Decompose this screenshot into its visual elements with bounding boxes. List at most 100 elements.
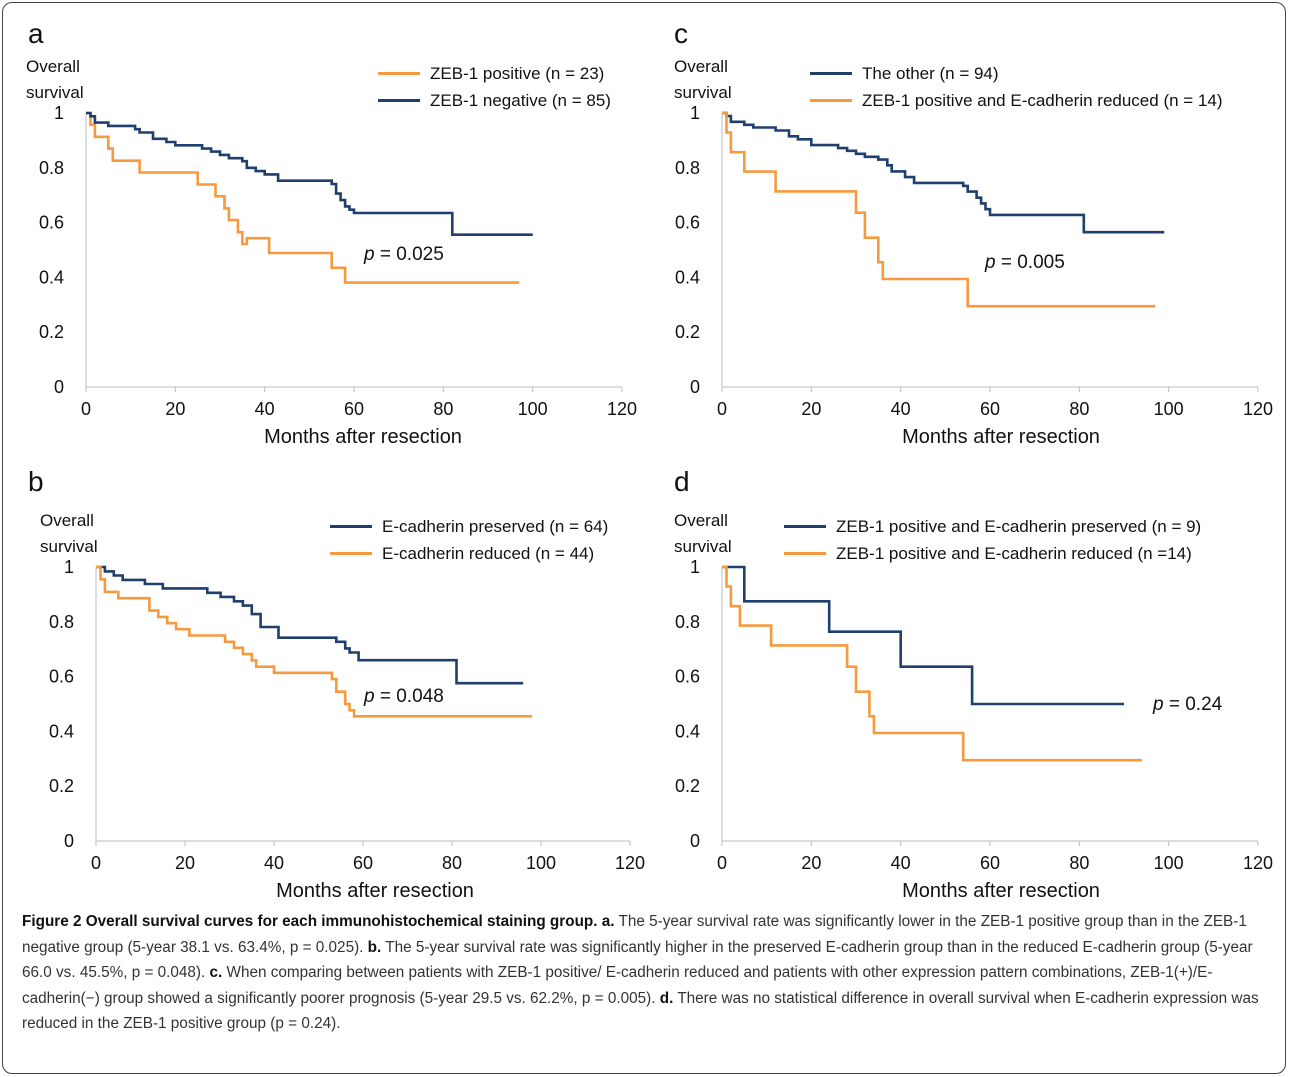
y-axis-label: Overall survival bbox=[674, 508, 732, 560]
survival-curve bbox=[96, 565, 524, 685]
x-tick-label: 120 bbox=[615, 853, 645, 873]
legend-swatch bbox=[810, 72, 852, 75]
x-axis-label: Months after resection bbox=[902, 426, 1100, 448]
p-value: = 0.025 bbox=[374, 244, 444, 265]
y-tick-label: 0.6 bbox=[39, 213, 64, 233]
y-tick-label: 0.8 bbox=[39, 158, 64, 178]
legend: ZEB-1 positive and E-cadherin preserved … bbox=[784, 513, 1201, 567]
panel-c: c Overall survival The other (n = 94) ZE… bbox=[648, 0, 1288, 450]
x-tick-label: 20 bbox=[165, 399, 185, 419]
x-tick-label: 80 bbox=[1069, 399, 1089, 419]
y-axis-label-line2: survival bbox=[674, 83, 732, 102]
x-tick-label: 120 bbox=[1243, 853, 1273, 873]
figure-caption: Figure 2 Overall survival curves for eac… bbox=[22, 909, 1272, 1037]
x-tick-label: 0 bbox=[717, 399, 727, 419]
survival-curve bbox=[86, 111, 533, 236]
x-tick-label: 0 bbox=[91, 853, 101, 873]
y-tick-label: 0.2 bbox=[49, 776, 74, 796]
legend-swatch bbox=[330, 525, 372, 528]
plot-area: 0 20 40 60 80 100 120 0 0.2 0.4 0.6 0.8 1 bbox=[49, 557, 645, 873]
x-tick-label: 60 bbox=[344, 399, 364, 419]
caption-title: Figure 2 Overall survival curves for eac… bbox=[22, 913, 598, 930]
x-tick-label: 60 bbox=[980, 853, 1000, 873]
caption-b-label: b. bbox=[367, 938, 382, 956]
legend: ZEB-1 positive (n = 23) ZEB-1 negative (… bbox=[378, 60, 611, 114]
legend-label: E-cadherin preserved (n = 64) bbox=[382, 516, 609, 536]
x-tick-label: 120 bbox=[1243, 399, 1273, 419]
p-value-annotation: p = 0.025 bbox=[364, 244, 444, 266]
caption-a-label: a. bbox=[601, 913, 615, 930]
x-tick-label: 40 bbox=[255, 399, 275, 419]
x-tick-label: 60 bbox=[353, 853, 373, 873]
legend-swatch bbox=[784, 525, 826, 528]
plot-area: 0 20 40 60 80 100 120 0 0.2 0.4 0.6 0.8 1 bbox=[675, 557, 1273, 873]
y-tick-label: 0 bbox=[690, 377, 700, 397]
y-tick-label: 1 bbox=[64, 557, 74, 577]
y-axis-label-line2: survival bbox=[40, 537, 98, 556]
panel-letter: d bbox=[674, 466, 690, 497]
survival-curve bbox=[722, 111, 1165, 234]
y-axis-label-line1: Overall bbox=[674, 57, 728, 76]
panel-letter: a bbox=[28, 18, 44, 49]
y-tick-label: 0.2 bbox=[675, 776, 700, 796]
survival-curve bbox=[86, 111, 520, 284]
x-tick-label: 100 bbox=[526, 853, 556, 873]
legend-item: The other (n = 94) bbox=[810, 60, 1223, 87]
x-tick-label: 100 bbox=[518, 399, 548, 419]
y-axis-label-line2: survival bbox=[26, 83, 84, 102]
p-value-annotation: p = 0.24 bbox=[1153, 694, 1222, 716]
x-tick-label: 60 bbox=[980, 399, 1000, 419]
y-tick-label: 1 bbox=[690, 557, 700, 577]
legend-label: ZEB-1 positive (n = 23) bbox=[430, 63, 605, 83]
y-tick-label: 1 bbox=[690, 103, 700, 123]
caption-a-text: The 5-year survival rate was significant… bbox=[22, 913, 1247, 956]
y-axis-label-line1: Overall bbox=[674, 511, 728, 530]
y-tick-label: 0.4 bbox=[49, 721, 74, 741]
p-value: = 0.005 bbox=[995, 252, 1065, 273]
x-tick-label: 0 bbox=[717, 853, 727, 873]
caption-d-text: There was no statistical difference in o… bbox=[22, 989, 1259, 1033]
legend-swatch bbox=[378, 99, 420, 102]
plot-area: 0 20 40 60 80 100 120 0 0.2 0.4 0.6 0.8 1 bbox=[39, 103, 637, 419]
y-axis-label-line2: survival bbox=[674, 537, 732, 556]
legend-label: ZEB-1 positive and E-cadherin reduced (n… bbox=[836, 543, 1192, 563]
y-tick-label: 0 bbox=[690, 831, 700, 851]
legend: The other (n = 94) ZEB-1 positive and E-… bbox=[810, 60, 1223, 114]
y-tick-label: 0.2 bbox=[675, 322, 700, 342]
p-value: = 0.24 bbox=[1163, 694, 1223, 715]
legend-swatch bbox=[378, 72, 420, 75]
legend-item: ZEB-1 negative (n = 85) bbox=[378, 87, 611, 114]
panel-letter: c bbox=[674, 18, 688, 49]
p-symbol: p bbox=[985, 252, 996, 273]
y-tick-label: 0.8 bbox=[49, 612, 74, 632]
x-axis-label: Months after resection bbox=[276, 880, 474, 902]
p-symbol: p bbox=[364, 686, 375, 707]
x-tick-label: 100 bbox=[1154, 399, 1184, 419]
legend: E-cadherin preserved (n = 64) E-cadherin… bbox=[330, 513, 608, 567]
x-tick-label: 40 bbox=[891, 853, 911, 873]
legend-item: ZEB-1 positive and E-cadherin reduced (n… bbox=[784, 540, 1201, 567]
y-axis-label: Overall survival bbox=[26, 54, 84, 106]
y-axis-label-line1: Overall bbox=[40, 511, 94, 530]
y-tick-label: 0 bbox=[64, 831, 74, 851]
x-tick-label: 20 bbox=[801, 399, 821, 419]
legend-item: E-cadherin preserved (n = 64) bbox=[330, 513, 608, 540]
panel-letter: b bbox=[28, 466, 44, 497]
legend-item: E-cadherin reduced (n = 44) bbox=[330, 540, 608, 567]
survival-curve bbox=[722, 565, 1124, 706]
caption-d-label: d. bbox=[659, 989, 674, 1007]
x-tick-label: 0 bbox=[81, 399, 91, 419]
y-axis-label-line1: Overall bbox=[26, 57, 80, 76]
y-tick-label: 0.6 bbox=[675, 213, 700, 233]
legend-item: ZEB-1 positive and E-cadherin preserved … bbox=[784, 513, 1201, 540]
p-symbol: p bbox=[364, 244, 375, 265]
survival-curve bbox=[96, 565, 533, 718]
y-tick-label: 0.6 bbox=[675, 667, 700, 687]
y-tick-label: 0.4 bbox=[39, 267, 64, 287]
legend-label: E-cadherin reduced (n = 44) bbox=[382, 543, 595, 563]
survival-curve bbox=[722, 565, 1142, 762]
panel-a: a Overall survival ZEB-1 positive (n = 2… bbox=[0, 0, 640, 450]
p-value-annotation: p = 0.005 bbox=[985, 252, 1065, 274]
x-tick-label: 20 bbox=[175, 853, 195, 873]
